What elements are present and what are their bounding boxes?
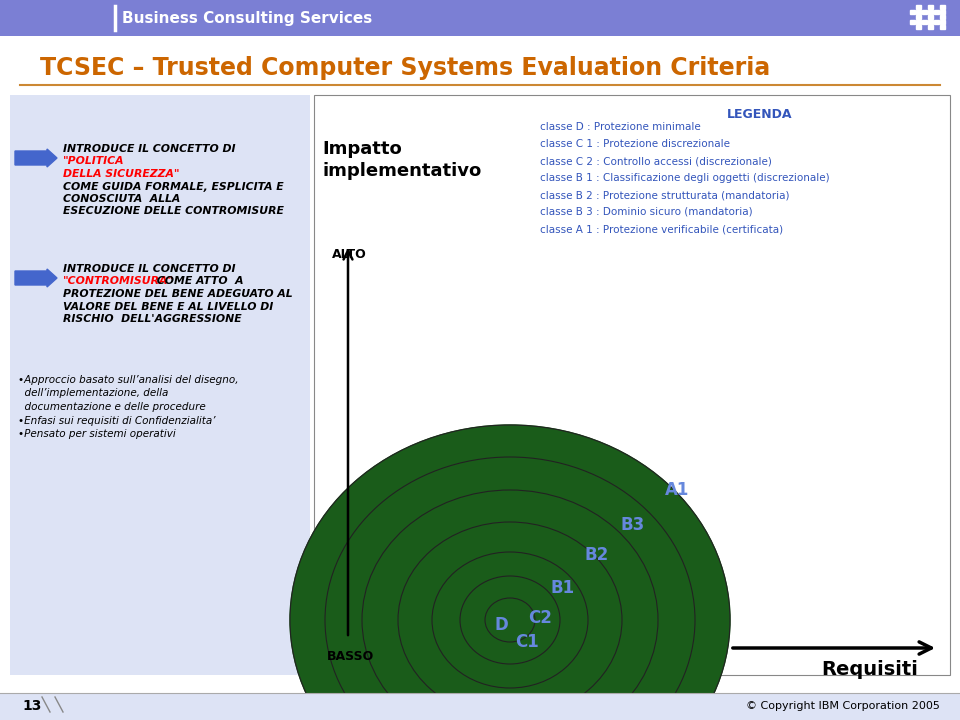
Text: TCSEC – Trusted Computer Systems Evaluation Criteria: TCSEC – Trusted Computer Systems Evaluat… xyxy=(40,56,770,80)
Ellipse shape xyxy=(485,598,535,642)
Bar xyxy=(922,20,927,24)
Bar xyxy=(910,20,915,24)
Bar xyxy=(940,15,945,19)
Text: CONOSCIUTA  ALLA: CONOSCIUTA ALLA xyxy=(63,194,180,204)
Text: dell’implementazione, della: dell’implementazione, della xyxy=(18,389,168,398)
Text: D: D xyxy=(495,616,509,634)
Bar xyxy=(928,20,933,24)
Bar xyxy=(928,25,933,29)
Text: •Pensato per sistemi operativi: •Pensato per sistemi operativi xyxy=(18,429,176,439)
Text: B1: B1 xyxy=(550,579,574,597)
Text: classe C 1 : Protezione discrezionale: classe C 1 : Protezione discrezionale xyxy=(540,139,730,149)
Text: Requisiti: Requisiti xyxy=(822,660,919,679)
Text: COME GUIDA FORMALE, ESPLICITA E: COME GUIDA FORMALE, ESPLICITA E xyxy=(63,181,283,192)
Bar xyxy=(0,0,960,36)
Bar xyxy=(916,5,921,9)
Text: B2: B2 xyxy=(585,546,610,564)
Bar xyxy=(934,20,939,24)
Bar xyxy=(940,25,945,29)
Text: BASSO: BASSO xyxy=(326,650,373,663)
Bar xyxy=(314,95,950,675)
Text: "POLITICA: "POLITICA xyxy=(63,156,125,166)
Text: ESECUZIONE DELLE CONTROMISURE: ESECUZIONE DELLE CONTROMISURE xyxy=(63,207,284,217)
Bar xyxy=(928,10,933,14)
Text: 13: 13 xyxy=(22,699,41,713)
Text: VALORE DEL BENE E AL LIVELLO DI: VALORE DEL BENE E AL LIVELLO DI xyxy=(63,302,274,312)
Ellipse shape xyxy=(460,576,560,664)
FancyArrow shape xyxy=(15,149,57,167)
Text: classe B 3 : Dominio sicuro (mandatoria): classe B 3 : Dominio sicuro (mandatoria) xyxy=(540,207,753,217)
Text: classe B 1 : Classificazione degli oggetti (discrezionale): classe B 1 : Classificazione degli ogget… xyxy=(540,173,829,183)
Text: A1: A1 xyxy=(665,481,689,499)
Text: Business Consulting Services: Business Consulting Services xyxy=(122,11,372,25)
Bar xyxy=(940,5,945,9)
Text: classe D : Protezione minimale: classe D : Protezione minimale xyxy=(540,122,701,132)
Bar xyxy=(0,693,960,720)
Bar xyxy=(940,10,945,14)
Bar xyxy=(916,10,921,14)
Text: INTRODUCE IL CONCETTO DI: INTRODUCE IL CONCETTO DI xyxy=(63,264,235,274)
Text: Impatto
implementativo: Impatto implementativo xyxy=(322,140,481,180)
Text: COME ATTO  A: COME ATTO A xyxy=(153,276,244,287)
Bar xyxy=(910,10,915,14)
Text: LEGENDA: LEGENDA xyxy=(728,108,793,121)
Bar xyxy=(916,20,921,24)
Ellipse shape xyxy=(362,490,658,720)
Text: documentazione e delle procedure: documentazione e delle procedure xyxy=(18,402,205,412)
Text: C1: C1 xyxy=(515,633,539,651)
Text: •Approccio basato sull’analisi del disegno,: •Approccio basato sull’analisi del diseg… xyxy=(18,375,238,385)
Text: B3: B3 xyxy=(620,516,644,534)
Text: classe C 2 : Controllo accessi (discrezionale): classe C 2 : Controllo accessi (discrezi… xyxy=(540,156,772,166)
Bar xyxy=(934,10,939,14)
Text: DELLA SICUREZZA": DELLA SICUREZZA" xyxy=(63,169,180,179)
Bar xyxy=(916,15,921,19)
Text: •Enfasi sui requisiti di Confidenzialita’: •Enfasi sui requisiti di Confidenzialita… xyxy=(18,415,215,426)
Bar xyxy=(916,25,921,29)
Bar xyxy=(928,15,933,19)
Text: ALTO: ALTO xyxy=(332,248,367,261)
Ellipse shape xyxy=(325,457,695,720)
Text: "CONTROMISURA": "CONTROMISURA" xyxy=(63,276,174,287)
Text: classe A 1 : Protezione verificabile (certificata): classe A 1 : Protezione verificabile (ce… xyxy=(540,224,783,234)
FancyArrow shape xyxy=(15,269,57,287)
Bar xyxy=(928,5,933,9)
Text: C2: C2 xyxy=(528,609,552,627)
Text: PROTEZIONE DEL BENE ADEGUATO AL: PROTEZIONE DEL BENE ADEGUATO AL xyxy=(63,289,293,299)
Ellipse shape xyxy=(290,425,730,720)
Text: classe B 2 : Protezione strutturata (mandatoria): classe B 2 : Protezione strutturata (man… xyxy=(540,190,789,200)
Bar xyxy=(940,20,945,24)
Text: INTRODUCE IL CONCETTO DI: INTRODUCE IL CONCETTO DI xyxy=(63,144,239,154)
Text: RISCHIO  DELL'AGGRESSIONE: RISCHIO DELL'AGGRESSIONE xyxy=(63,314,242,324)
Bar xyxy=(10,95,310,675)
Ellipse shape xyxy=(398,522,622,718)
Bar xyxy=(922,10,927,14)
Ellipse shape xyxy=(432,552,588,688)
Text: © Copyright IBM Corporation 2005: © Copyright IBM Corporation 2005 xyxy=(746,701,940,711)
